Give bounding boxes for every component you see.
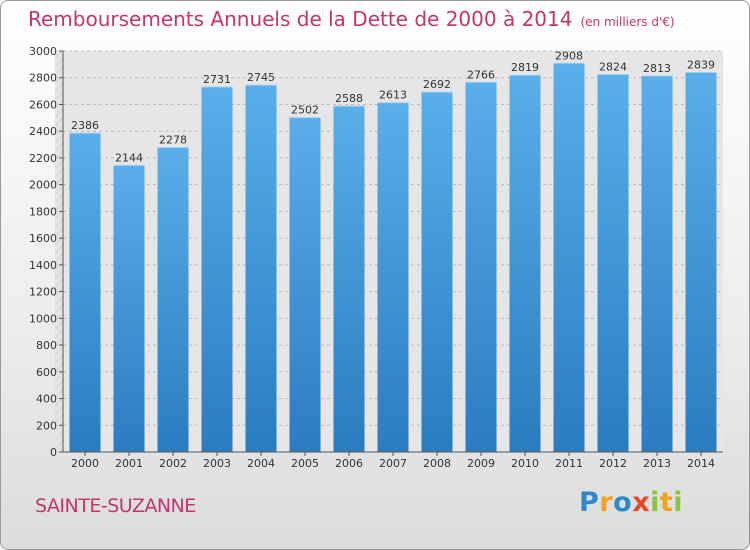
x-tick-label: 2003 [203,457,231,470]
y-tick-label: 400 [36,393,57,406]
bar [553,63,585,452]
axes [59,50,723,456]
x-tick-label: 2010 [511,457,539,470]
x-tick-label: 2011 [555,457,583,470]
data-label: 2824 [599,61,627,74]
logo-letter: P [579,487,600,518]
data-label: 2278 [159,134,187,147]
logo-letter: o [613,487,633,518]
y-tick-label: 2200 [29,152,57,165]
x-tick-label: 2001 [115,457,143,470]
logo-letter: x [632,487,651,518]
y-tick-label: 1600 [29,232,57,245]
x-tick-label: 2014 [687,457,715,470]
data-label: 2819 [511,61,539,74]
y-tick-label: 1800 [29,205,57,218]
bar [113,165,145,452]
y-tick-label: 200 [36,419,57,432]
bar [685,72,717,453]
x-tick-label: 2004 [247,457,275,470]
data-label: 2839 [687,59,715,72]
logo-letter: i [673,487,684,518]
data-label: 2144 [115,151,143,164]
y-tick-label: 2000 [29,179,57,192]
labels: 0 200 400 600 800 1000 1200 1400 1600 1800 2000 220… [29,45,715,470]
logo-letter: i [650,487,660,518]
y-tick-label: 2400 [29,125,57,138]
y-tick-label: 3000 [29,45,57,58]
logo-letter: t [659,487,674,518]
x-tick-label: 2008 [423,457,451,470]
bar [421,92,453,452]
bar [509,75,541,452]
data-label: 2386 [71,119,99,132]
bars [69,62,717,453]
y-tick-label: 1200 [29,286,57,299]
x-tick-label: 2012 [599,457,627,470]
chart-title: Remboursements Annuels de la Dette de 20… [28,7,573,31]
proxiti-logo: Proxiti [579,487,683,518]
bar [377,102,409,452]
x-tick-label: 2009 [467,457,495,470]
x-tick-label: 2013 [643,457,671,470]
bar [465,82,497,452]
axis-band [55,51,63,452]
data-label: 2908 [555,49,583,62]
x-tick-label: 2000 [71,457,99,470]
data-label: 2766 [467,68,495,81]
bar [69,133,101,452]
y-tick-label: 1400 [29,259,57,272]
x-tick-label: 2007 [379,457,407,470]
bar [201,86,233,453]
y-tick-label: 1000 [29,312,57,325]
bar [289,117,321,452]
data-label: 2813 [643,62,671,75]
logo-letter: r [599,487,614,518]
y-tick-label: 600 [36,366,57,379]
x-tick-label: 2005 [291,457,319,470]
bar [157,147,189,453]
y-tick-label: 0 [50,446,57,459]
y-tick-label: 800 [36,339,57,352]
data-label: 2745 [247,71,275,84]
x-tick-label: 2002 [159,457,187,470]
data-label: 2588 [335,92,363,105]
data-label: 2731 [203,73,231,86]
y-tick-label: 2600 [29,98,57,111]
chart-subtitle: (en milliers d'€) [580,15,675,29]
data-label: 2692 [423,78,451,91]
bar [245,85,277,453]
chart-header: Remboursements Annuels de la Dette de 20… [28,7,675,31]
bar [333,106,365,452]
y-tick-label: 2800 [29,72,57,85]
bar [597,74,629,452]
data-label: 2502 [291,104,319,117]
city-name: SAINTE-SUZANNE [35,495,196,517]
data-label: 2613 [379,89,407,102]
x-tick-label: 2006 [335,457,363,470]
bar [641,75,673,452]
